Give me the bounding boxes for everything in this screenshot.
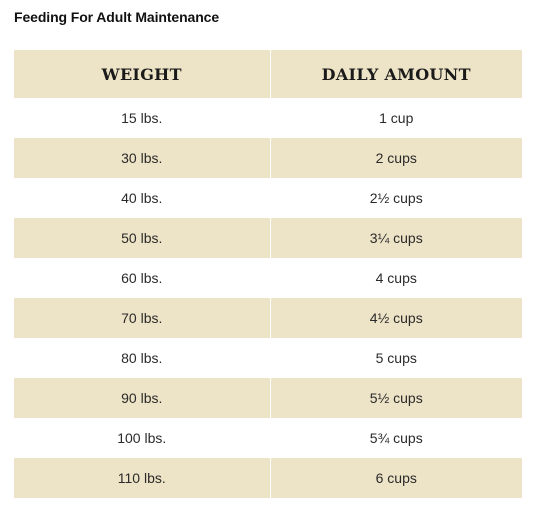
daily-amount-cell: 5 cups	[270, 338, 522, 378]
table-row: 15 lbs. 1 cup	[14, 98, 522, 138]
weight-cell: 70 lbs.	[14, 298, 271, 338]
table-row: 110 lbs. 6 cups	[14, 458, 522, 498]
daily-amount-cell: 2½ cups	[270, 178, 522, 218]
table-row: 60 lbs. 4 cups	[14, 258, 522, 298]
daily-amount-cell: 4 cups	[270, 258, 522, 298]
table-row: 100 lbs. 5¾ cups	[14, 418, 522, 458]
table-body: 15 lbs. 1 cup 30 lbs. 2 cups 40 lbs. 2½ …	[14, 98, 522, 498]
table-row: 50 lbs. 3¼ cups	[14, 218, 522, 258]
feeding-table: WEIGHT DAILY AMOUNT 15 lbs. 1 cup 30 lbs…	[14, 50, 522, 498]
table-row: 30 lbs. 2 cups	[14, 138, 522, 178]
daily-amount-cell: 6 cups	[270, 458, 522, 498]
table-header: WEIGHT DAILY AMOUNT	[14, 50, 522, 98]
weight-cell: 30 lbs.	[14, 138, 271, 178]
daily-amount-cell: 5¾ cups	[270, 418, 522, 458]
weight-column-header: WEIGHT	[14, 50, 271, 98]
table-row: 90 lbs. 5½ cups	[14, 378, 522, 418]
weight-cell: 50 lbs.	[14, 218, 271, 258]
table-row: 40 lbs. 2½ cups	[14, 178, 522, 218]
weight-cell: 15 lbs.	[14, 98, 271, 138]
daily-amount-cell: 5½ cups	[270, 378, 522, 418]
table-header-row: WEIGHT DAILY AMOUNT	[14, 50, 522, 98]
weight-cell: 60 lbs.	[14, 258, 271, 298]
weight-cell: 80 lbs.	[14, 338, 271, 378]
daily-amount-column-header: DAILY AMOUNT	[270, 50, 522, 98]
table-row: 70 lbs. 4½ cups	[14, 298, 522, 338]
page-title: Feeding For Adult Maintenance	[14, 9, 220, 25]
weight-cell: 110 lbs.	[14, 458, 271, 498]
weight-cell: 90 lbs.	[14, 378, 271, 418]
weight-cell: 40 lbs.	[14, 178, 271, 218]
daily-amount-cell: 2 cups	[270, 138, 522, 178]
daily-amount-cell: 1 cup	[270, 98, 522, 138]
weight-cell: 100 lbs.	[14, 418, 271, 458]
table-row: 80 lbs. 5 cups	[14, 338, 522, 378]
daily-amount-cell: 3¼ cups	[270, 218, 522, 258]
daily-amount-cell: 4½ cups	[270, 298, 522, 338]
